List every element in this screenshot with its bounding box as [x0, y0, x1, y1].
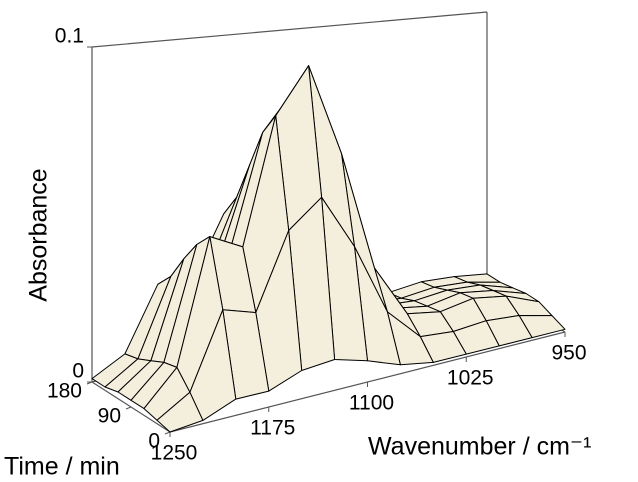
z-axis-label: Absorbance [25, 168, 53, 301]
z-tick-label: 0.1 [55, 25, 84, 48]
x-tick-label: 1025 [447, 367, 494, 390]
y-tick [86, 381, 93, 385]
x-tick-label: 1250 [151, 442, 198, 465]
y-tick-label: 0 [148, 430, 160, 453]
x-tick-label: 950 [551, 342, 586, 365]
y-axis-label: Time / min [4, 453, 120, 481]
surface-patch [156, 391, 204, 433]
x-axis-label: Wavenumber / cm⁻¹ [368, 433, 591, 461]
z-tick-label: 0 [72, 360, 84, 383]
x-tick-label: 1175 [250, 417, 295, 440]
axis-box-line [91, 11, 488, 48]
y-tick [164, 431, 171, 435]
y-tick-label: 180 [47, 380, 82, 403]
x-tick-label: 1100 [349, 392, 394, 415]
y-tick-label: 90 [98, 405, 121, 428]
y-tick [125, 406, 132, 410]
